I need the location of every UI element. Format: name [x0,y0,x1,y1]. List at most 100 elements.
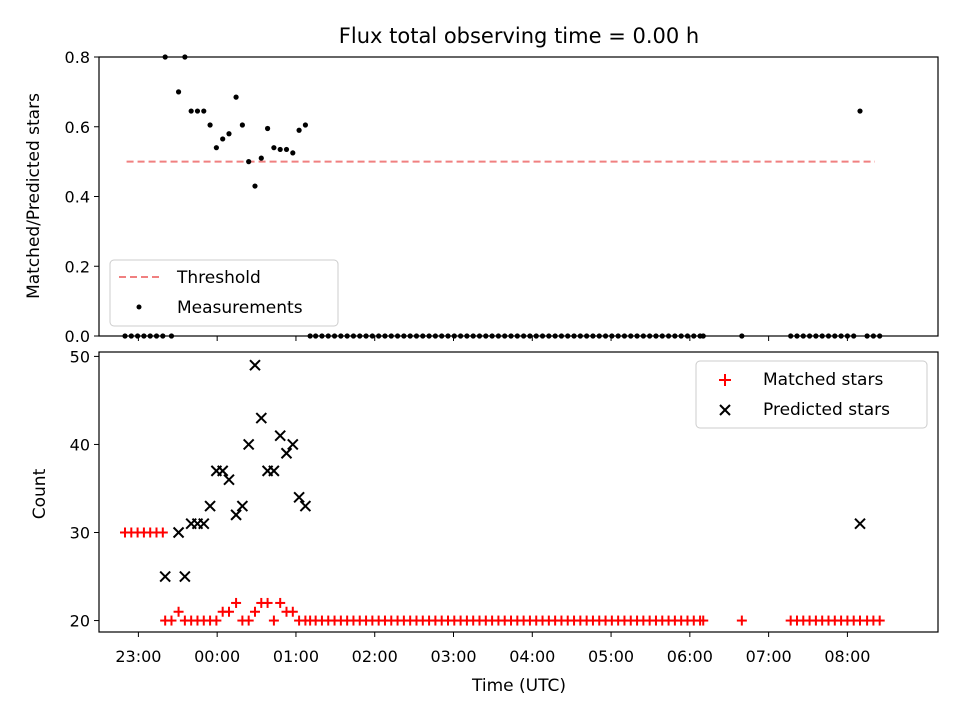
measurement-point [207,122,213,128]
top-y-tick-label: 0.0 [65,327,90,346]
measurement-point [302,122,309,128]
matched-star-point [874,615,885,626]
bottom-legend-box [695,360,928,429]
predicted-star-point [198,517,210,530]
bottom-marks [119,359,885,626]
measurement-point [239,122,245,128]
bottom-x-tick-label: 03:00 [430,647,476,666]
matched-star-point [698,615,709,626]
legend-predicted-swatch [719,404,731,416]
bottom-x-tick-label: 08:00 [824,647,870,666]
measurement-point [264,125,271,132]
legend-threshold-label: Threshold [176,268,261,288]
bottom-y-tick-label: 30 [70,524,90,543]
predicted-star-point [854,517,866,530]
top-y-axis-label: Matched/Predicted stars [24,93,44,299]
measurement-point [252,183,258,189]
measurement-point [194,108,201,114]
top-axes-frame [98,56,939,337]
count-panel: Count Time (UTC) 20 30 40 50 23:00 00:00 01:0… [30,347,939,696]
matched-star-point [231,597,242,608]
bottom-x-tick-label: 04:00 [509,647,555,666]
top-x-ticks [137,336,848,341]
predicted-star-point [204,500,216,512]
measurement-point [233,94,239,100]
matched-star-point [268,615,279,626]
matched-star-point [223,606,234,617]
predicted-star-point [274,429,286,442]
legend-matched-label: Matched stars [763,370,883,390]
bottom-x-tick-label: 02:00 [352,647,398,666]
matched-star-point [166,615,177,626]
top-legend: Threshold Measurements [109,259,339,327]
predicted-star-point [255,412,267,424]
matched-star-point [736,615,747,626]
predicted-star-point [249,359,261,371]
measurement-point [201,108,207,114]
predicted-star-point [268,465,280,477]
bottom-x-tick-label: 05:00 [588,647,634,666]
measurement-point [277,146,283,153]
bottom-x-ticks: 23:00 00:00 01:00 02:00 03:00 04:00 05:00 06:00… [115,632,870,666]
matched-star-point [287,606,298,617]
bottom-x-tick-label: 00:00 [194,647,240,666]
top-legend-box [109,259,339,327]
predicted-star-point [287,438,299,451]
measurement-point [188,108,194,114]
predicted-star-point [230,509,242,521]
predicted-star-point [293,491,305,503]
bottom-y-axis-label: Count [30,468,50,519]
measurement-point [213,145,219,151]
measurement-point [271,145,277,151]
predicted-star-point [223,473,235,486]
bottom-x-tick-label: 07:00 [746,647,792,666]
legend-matched-swatch [719,374,731,386]
predicted-star-point [236,500,249,512]
bottom-legend: Matched stars Predicted stars [695,360,928,429]
top-y-tick-label: 0.2 [65,257,90,276]
matched-star-point [211,615,222,626]
measurement-point [290,150,296,156]
predicted-star-point [242,438,255,451]
measurement-point [226,131,232,137]
bottom-y-tick-label: 50 [70,347,90,366]
predicted-star-point [179,570,191,583]
predicted-star-point [216,465,229,477]
measurement-point [246,159,252,165]
matched-star-point [243,615,254,626]
measurement-point [857,108,863,114]
bottom-x-tick-label: 23:00 [115,647,161,666]
chart-title: Flux total observing time = 0.00 h [339,24,699,48]
measurement-point [175,89,182,95]
matched-star-point [275,597,286,608]
top-y-tick-label: 0.6 [65,118,90,137]
measurement-point [220,136,226,142]
bottom-x-tick-label: 06:00 [667,647,713,666]
measurement-point [296,127,302,133]
legend-measurements-swatch [136,304,142,310]
predicted-star-point [172,526,185,539]
top-y-ticks: 0.0 0.2 0.4 0.6 0.8 [65,48,99,346]
predicted-star-point [299,500,312,512]
measurement-point [258,155,264,161]
bottom-y-ticks: 20 30 40 50 [70,347,99,631]
top-marks [122,54,883,339]
bottom-y-tick-label: 40 [70,435,90,454]
bottom-x-tick-label: 01:00 [273,647,319,666]
matched-star-point [262,597,273,608]
predicted-star-point [280,447,293,459]
matched-star-point [157,527,168,538]
legend-predicted-label: Predicted stars [763,400,890,420]
top-y-tick-label: 0.4 [65,188,90,207]
measurement-point [283,146,290,153]
matched-star-point [173,606,184,617]
legend-measurements-label: Measurements [177,298,303,318]
ratio-panel: Flux total observing time = 0.00 h Match… [24,24,939,346]
top-y-tick-label: 0.8 [65,48,90,67]
bottom-y-tick-label: 20 [70,612,90,631]
matched-star-point [249,606,260,617]
bottom-axes-frame [98,351,939,633]
x-axis-label: Time (UTC) [471,676,566,696]
